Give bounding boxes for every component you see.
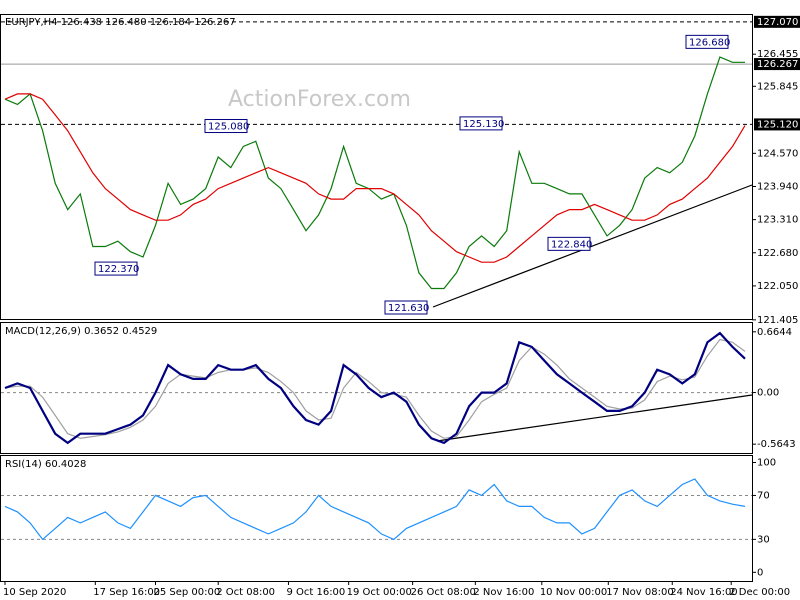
- x-tick-label: 2 Nov 16:00: [473, 587, 534, 598]
- x-tick-label: 17 Sep 16:00: [93, 587, 160, 598]
- level-tag: [754, 15, 800, 28]
- level-label: 125.120: [757, 119, 798, 130]
- y-tick-label: 123.940: [757, 181, 798, 192]
- x-tick-label: 9 Oct 16:00: [286, 587, 345, 598]
- level-tag: [754, 118, 800, 131]
- annotation-label: 122.840: [551, 239, 592, 250]
- x-tick-label: 2 Dec 00:00: [729, 587, 790, 598]
- y-tick-label: 0.6644: [757, 327, 792, 338]
- x-tick-label: 2 Oct 08:00: [216, 587, 275, 598]
- rsi-frame: [0, 455, 753, 582]
- x-tick-label: 17 Nov 08:00: [606, 587, 673, 598]
- y-tick-label: -0.5643: [757, 439, 796, 450]
- panel-title: EURJPY,H4 126.438 126.480 126.184 126.26…: [5, 17, 236, 28]
- panel-title: RSI(14) 60.4028: [5, 459, 86, 470]
- y-tick-label: 0: [757, 567, 763, 578]
- watermark: ActionForex.com: [228, 87, 411, 112]
- x-tick-label: 26 Oct 08:00: [411, 587, 476, 598]
- annotation-label: 121.630: [388, 303, 429, 314]
- x-tick-label: 10 Nov 00:00: [540, 587, 607, 598]
- y-tick-label: 0.00: [757, 388, 779, 399]
- annotation-box: [685, 34, 729, 49]
- series-line: [4, 93, 746, 263]
- x-tick-label: 25 Sep 00:00: [154, 587, 221, 598]
- annotation-box: [459, 116, 503, 131]
- y-tick-label: 123.310: [757, 215, 798, 226]
- y-tick-label: 100: [757, 457, 776, 468]
- price-frame: [0, 14, 753, 320]
- y-tick-label: 70: [757, 490, 770, 501]
- trendline: [436, 394, 753, 442]
- annotation-box: [94, 261, 138, 276]
- annotation-label: 125.130: [463, 119, 504, 130]
- annotation-box: [204, 119, 248, 134]
- annotation-label: 125.080: [208, 122, 249, 133]
- x-tick-label: 19 Oct 00:00: [347, 587, 412, 598]
- y-tick-label: 121.405: [757, 315, 798, 326]
- y-tick-label: 122.680: [757, 248, 798, 259]
- level-label: 127.070: [757, 17, 798, 28]
- series-line: [4, 478, 746, 541]
- series-line: [4, 331, 746, 445]
- y-tick-label: 122.050: [757, 281, 798, 292]
- macd-frame: [0, 322, 753, 454]
- annotation-label: 122.370: [98, 264, 139, 275]
- annotation-box: [384, 300, 428, 315]
- y-tick-label: 124.570: [757, 148, 798, 159]
- y-tick-label: 125.845: [757, 81, 798, 92]
- annotation-box: [547, 236, 591, 251]
- panel-title: MACD(12,26,9) 0.3652 0.4529: [5, 326, 157, 337]
- series-line: [4, 56, 745, 290]
- x-tick-label: 10 Sep 2020: [3, 587, 66, 598]
- trendline: [432, 184, 753, 308]
- price-label: 126.267: [757, 59, 798, 70]
- series-line: [4, 338, 746, 439]
- x-tick-label: 24 Nov 16:00: [670, 587, 737, 598]
- annotation-label: 126.680: [689, 37, 730, 48]
- price-tag: [754, 58, 800, 71]
- y-tick-label: 30: [757, 534, 770, 545]
- y-tick-label: 126.455: [757, 49, 798, 60]
